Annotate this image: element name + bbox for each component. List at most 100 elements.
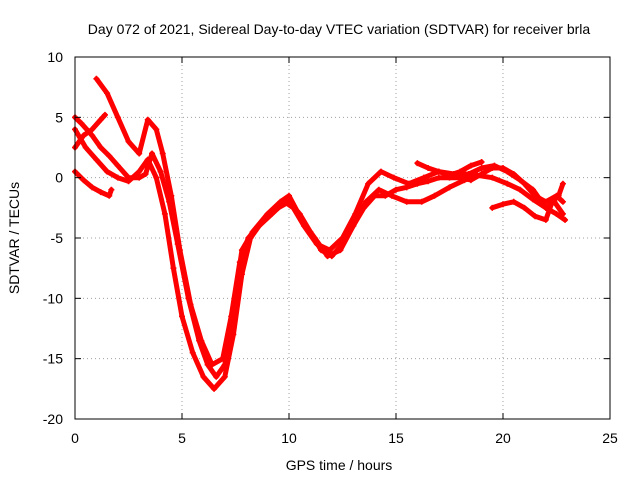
y-tick-label: 10 [47,49,63,65]
data-point [390,174,397,181]
data-point [425,165,432,172]
data-point [161,210,168,217]
data-point [532,213,539,220]
data-point [300,222,307,229]
data-point [521,204,528,211]
data-point [405,180,412,187]
data-point [393,186,399,193]
data-point [187,301,194,308]
data-point [457,168,464,175]
data-point [149,150,156,157]
data-point [144,116,151,123]
data-point [89,184,96,191]
data-point [504,180,511,187]
data-point [200,373,207,380]
data-point [517,186,524,193]
data-point [326,247,333,254]
data-point [189,349,196,356]
data-point [114,174,121,181]
data-point [104,168,111,175]
data-point [465,171,472,178]
data-point [491,162,498,169]
data-point [221,361,228,368]
data-point [93,75,100,82]
data-point [467,162,474,169]
data-point [461,177,468,184]
data-point [478,158,485,165]
x-axis-label: GPS time / hours [286,457,393,473]
y-tick-label: 5 [55,109,63,125]
data-point [562,216,569,223]
data-point [136,174,143,181]
data-point [89,132,96,139]
data-point [136,168,143,175]
data-point [170,265,177,272]
data-point [93,156,100,163]
data-point [363,198,370,205]
data-point [97,144,104,151]
data-point [78,120,85,127]
data-point [153,126,160,133]
data-point [136,150,143,157]
data-point [542,216,549,223]
data-point [89,126,96,133]
data-point [489,204,496,211]
data-point [324,253,331,260]
data-point [555,192,562,199]
y-tick-label: -10 [43,290,63,306]
data-point [290,204,297,211]
data-point [549,198,556,205]
data-point [106,152,113,159]
data-point [553,210,560,217]
y-tick-label: -15 [43,351,63,367]
data-point [431,192,438,199]
x-tick-label: 25 [602,430,618,446]
data-point [219,355,226,362]
data-point [559,198,566,205]
data-point [375,186,382,193]
x-tick-label: 10 [281,430,297,446]
data-point [159,150,166,157]
data-point [157,168,164,175]
data-point [101,111,108,118]
data-point [176,247,183,254]
data-point [80,132,87,139]
y-tick-label: -5 [51,230,64,246]
data-point [414,160,421,167]
data-point [236,259,243,266]
data-point [245,235,252,241]
data-point [106,192,113,199]
series-layer [72,75,569,392]
data-point [489,174,496,181]
data-point [125,138,132,145]
tick-layer: 0 5 10 15 20 25 -20 -15 -10 -5 0 5 10 [43,49,618,446]
data-point [97,116,104,123]
data-point [228,313,235,320]
data-point [213,373,220,380]
data-point [221,373,228,380]
data-point [179,313,185,320]
y-axis-label: SDTVAR / TECUs [6,182,22,294]
data-point [281,198,288,205]
data-point [256,222,263,229]
data-point [474,172,481,179]
data-point [125,174,132,181]
data-point [529,186,536,193]
data-point [168,192,175,199]
chart-title: Day 072 of 2021, Sidereal Day-to-day VTE… [88,21,591,37]
data-point [517,177,524,184]
data-point [446,172,453,179]
data-point [80,177,87,184]
data-point [403,198,410,205]
data-point [352,210,359,217]
data-point [435,168,442,175]
data-point [114,162,121,169]
data-point [313,241,320,248]
grid-layer [75,57,610,419]
data-point [142,171,149,178]
data-point [153,174,160,181]
y-tick-label: -20 [43,411,63,427]
data-point [104,90,111,97]
